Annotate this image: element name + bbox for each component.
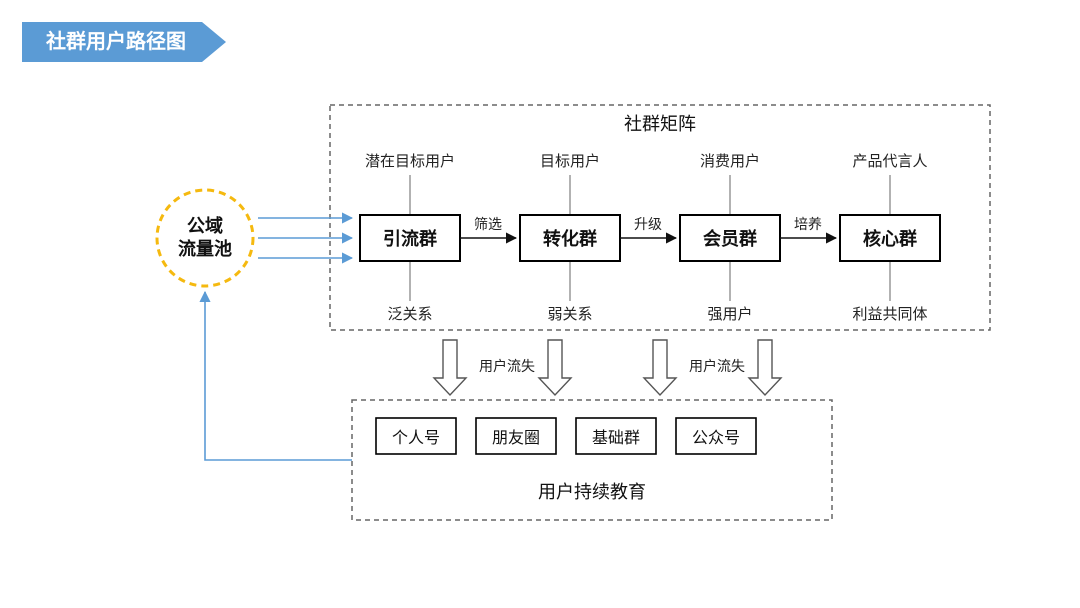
stage-3-label: 会员群 <box>680 215 780 261</box>
churn-label-left: 用户流失 <box>466 356 548 376</box>
diagram-canvas: 社群矩阵 公域流量池 潜在目标用户 引流群 泛关系 目标用户 转化群 弱关系 消… <box>0 0 1080 608</box>
edu-box-4-label: 公众号 <box>676 418 756 454</box>
churn-label-right: 用户流失 <box>676 356 758 376</box>
public-pool-label: 公域流量池 <box>157 210 253 266</box>
stage-4-bottom: 利益共同体 <box>830 303 950 324</box>
stage-1-label: 引流群 <box>360 215 460 261</box>
stage-1-bottom: 泛关系 <box>350 303 470 324</box>
edu-box-2: 朋友圈 <box>476 418 556 454</box>
stage-group-4: 产品代言人 核心群 利益共同体 <box>830 150 950 325</box>
stage-arrow-2-label: 升级 <box>620 214 676 234</box>
stage-2-label: 转化群 <box>520 215 620 261</box>
education-title: 用户持续教育 <box>352 478 832 504</box>
edu-box-1: 个人号 <box>376 418 456 454</box>
stage-arrow-1-label: 筛选 <box>460 214 516 234</box>
stage-arrow-3-label: 培养 <box>780 214 836 234</box>
edu-box-2-label: 朋友圈 <box>476 418 556 454</box>
stage-2-top: 目标用户 <box>510 150 630 171</box>
stage-4-label: 核心群 <box>840 215 940 261</box>
down-arrow-3 <box>644 340 676 395</box>
stage-3-bottom: 强用户 <box>670 303 790 324</box>
edu-box-1-label: 个人号 <box>376 418 456 454</box>
stage-1-top: 潜在目标用户 <box>350 150 470 171</box>
stage-3-top: 消费用户 <box>670 150 790 171</box>
stage-2-bottom: 弱关系 <box>510 303 630 324</box>
edu-box-4: 公众号 <box>676 418 756 454</box>
stage-group-2: 目标用户 转化群 弱关系 <box>510 150 630 325</box>
edu-box-3-label: 基础群 <box>576 418 656 454</box>
matrix-title: 社群矩阵 <box>330 110 990 136</box>
stage-group-1: 潜在目标用户 引流群 泛关系 <box>350 150 470 325</box>
stage-4-top: 产品代言人 <box>830 150 950 171</box>
edu-box-3: 基础群 <box>576 418 656 454</box>
down-arrow-1 <box>434 340 466 395</box>
stage-group-3: 消费用户 会员群 强用户 <box>670 150 790 325</box>
